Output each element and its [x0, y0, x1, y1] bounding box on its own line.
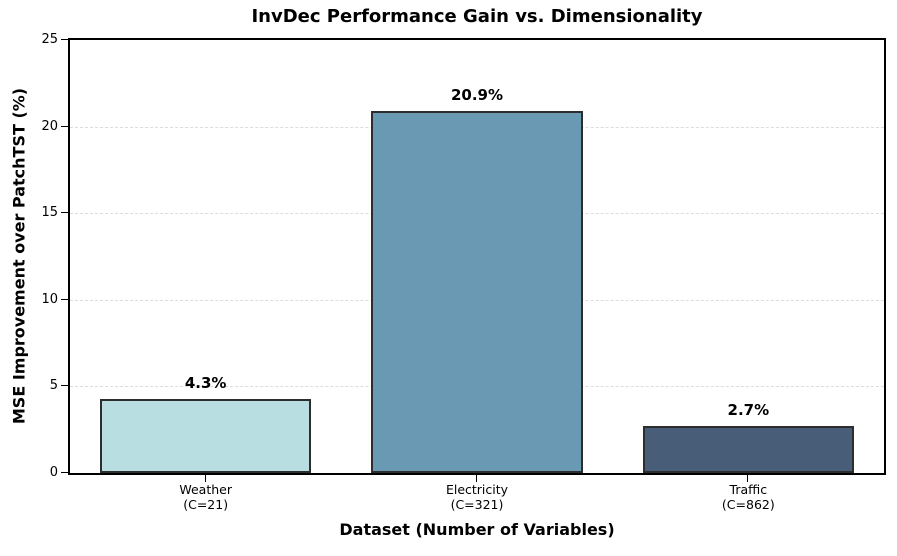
- bar-weather: [99, 398, 312, 473]
- x-tick: [204, 475, 206, 482]
- y-tick-label: 25: [41, 32, 58, 47]
- y-tick: [61, 39, 68, 40]
- y-tick-label: 10: [41, 291, 58, 307]
- x-tick-label: Traffic (C=862): [722, 482, 775, 512]
- bar-electricity: [371, 111, 583, 473]
- bar-traffic: [642, 426, 855, 473]
- bar-value-label: 4.3%: [184, 373, 227, 392]
- y-tick: [61, 472, 68, 473]
- bar-value-label: 20.9%: [450, 86, 504, 104]
- x-tick: [747, 475, 749, 482]
- y-tick: [61, 125, 68, 127]
- y-tick-label: 15: [41, 205, 58, 221]
- y-tick-label: 20: [41, 118, 58, 134]
- x-tick-label-variables: (C=862): [721, 497, 775, 512]
- x-tick-label-category: Traffic: [729, 482, 768, 497]
- plot-area: 0 5 10 15 20 25 4.3% Weather (C=21) 20.9% Electric…: [41, 32, 886, 512]
- bar-value-label: 2.7%: [727, 401, 770, 420]
- y-tick-label: 5: [49, 378, 58, 394]
- y-tick-label: 0: [49, 465, 58, 480]
- x-tick: [476, 475, 477, 482]
- x-axis-label: Dataset (Number of Variables): [339, 520, 615, 539]
- x-tick-label: Electricity (C=321): [446, 482, 508, 512]
- x-tick-label-category: Weather: [179, 482, 232, 497]
- chart-title: InvDec Performance Gain vs. Dimensionali…: [251, 6, 703, 27]
- x-tick-label-variables: (C=21): [183, 497, 229, 512]
- x-tick-label-variables: (C=321): [450, 497, 504, 512]
- x-tick-label-category: Electricity: [445, 482, 509, 497]
- y-tick: [61, 298, 68, 300]
- y-axis-label: MSE Improvement over PatchTST (%): [9, 87, 29, 425]
- x-tick-label: Weather (C=21): [179, 482, 232, 512]
- y-tick: [61, 385, 68, 387]
- y-tick: [61, 212, 68, 214]
